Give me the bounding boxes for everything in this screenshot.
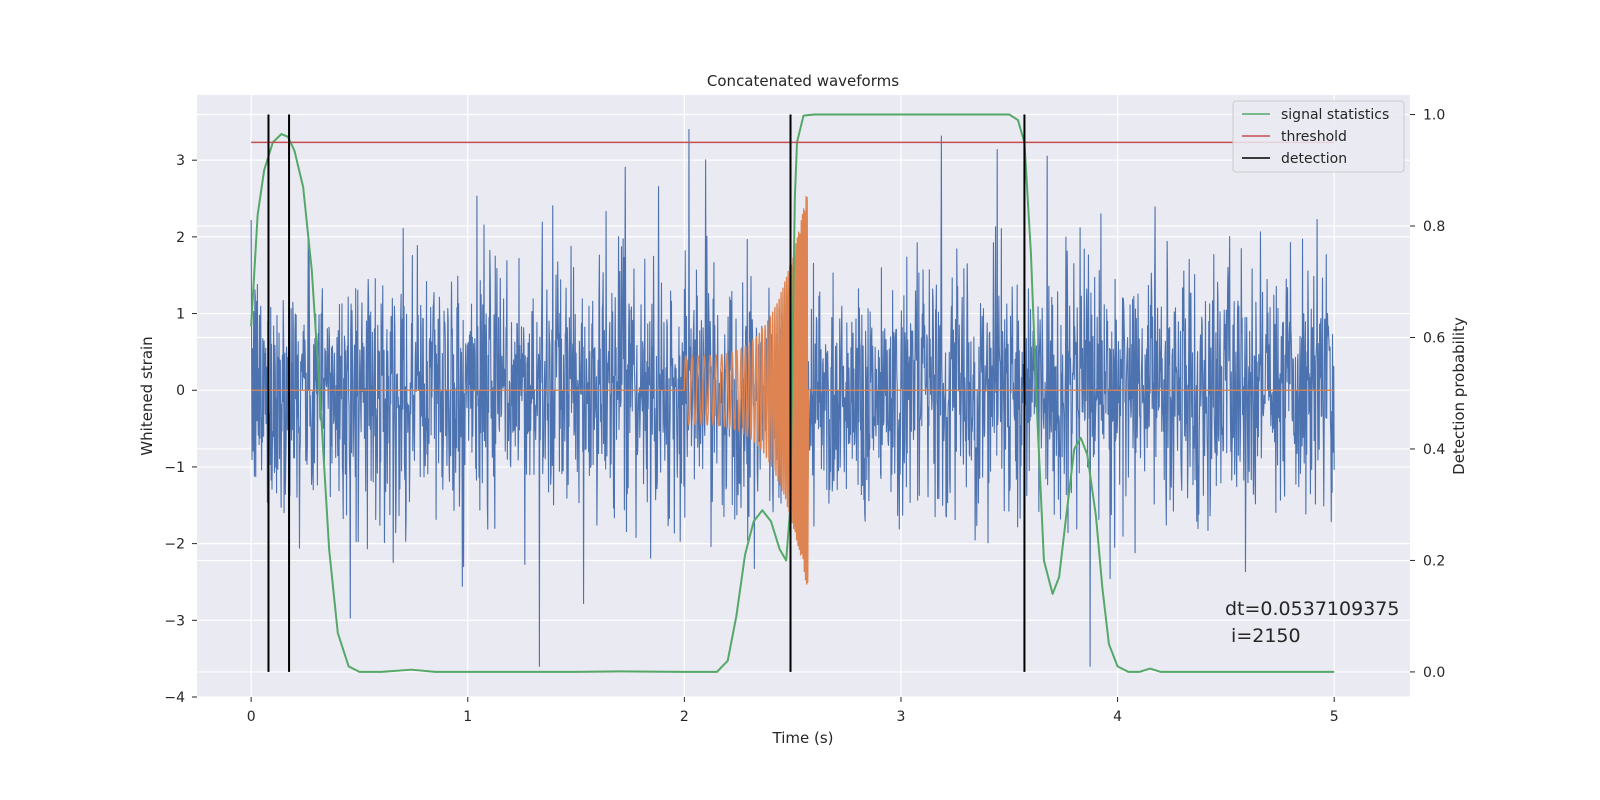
y-left-tick-label: −3 xyxy=(164,613,185,629)
tick-labels: 0 1 2 3 4 5 −4 −3 −2 −1 0 1 2 3 0.0 0.2 0.4 0.6 0.8 1.0 xyxy=(164,108,1445,725)
x-axis-label: Time (s) xyxy=(772,729,834,747)
signal-statistics-line xyxy=(250,113,1335,673)
x-tick-label: 1 xyxy=(463,709,472,725)
y-axis-label-right: Detection probability xyxy=(1450,317,1468,475)
y-right-tick-label: 0.8 xyxy=(1423,219,1445,235)
legend-label-signal-statistics: signal statistics xyxy=(1281,107,1389,123)
y-left-tick-label: 3 xyxy=(176,153,185,169)
y-axis-label-left: Whitened strain xyxy=(138,336,156,455)
y-left-tick-label: −4 xyxy=(164,690,185,706)
series-layer xyxy=(250,113,1335,673)
y-right-tick-label: 0.0 xyxy=(1423,665,1445,681)
annotation-dt: dt=0.0537109375 xyxy=(1225,598,1399,620)
x-tick-label: 5 xyxy=(1330,709,1339,725)
y-right-tick-label: 0.2 xyxy=(1423,553,1445,569)
plot-area xyxy=(250,113,1335,673)
y-left-tick-label: 1 xyxy=(176,307,185,323)
x-tick-label: 4 xyxy=(1113,709,1122,725)
y-left-tick-label: −2 xyxy=(164,537,185,553)
legend: signal statistics threshold detection xyxy=(1232,100,1405,173)
y-right-tick-label: 1.0 xyxy=(1423,108,1445,124)
y-left-tick-label: 0 xyxy=(176,383,185,399)
x-tick-label: 0 xyxy=(247,709,256,725)
legend-label-threshold: threshold xyxy=(1281,129,1347,145)
y-right-tick-label: 0.6 xyxy=(1423,330,1445,346)
chart-title: Concatenated waveforms xyxy=(707,72,899,90)
legend-label-detection: detection xyxy=(1281,151,1347,167)
y-left-tick-label: −1 xyxy=(164,460,185,476)
annotation-index: i=2150 xyxy=(1225,625,1301,647)
injection-series-line xyxy=(251,196,1335,585)
legend-box xyxy=(1232,100,1405,173)
x-tick-label: 3 xyxy=(897,709,906,725)
y-right-tick-label: 0.4 xyxy=(1423,442,1445,458)
x-tick-label: 2 xyxy=(680,709,689,725)
y-left-tick-label: 2 xyxy=(176,230,185,246)
